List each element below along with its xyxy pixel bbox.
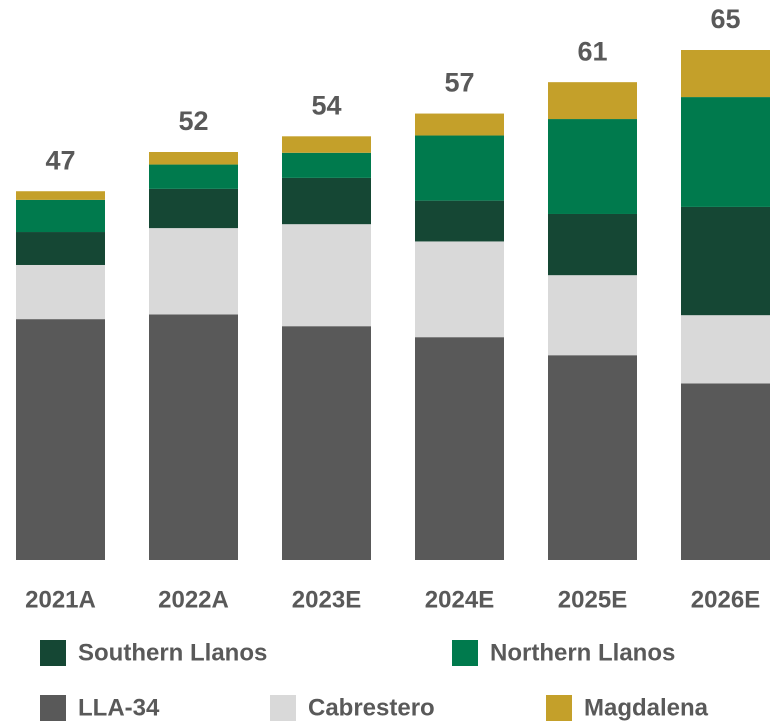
bar-segment <box>149 314 238 560</box>
x-tick-label: 2024E <box>425 586 494 613</box>
legend-label: Cabrestero <box>308 694 435 721</box>
legend-label: Southern Llanos <box>78 639 267 666</box>
total-label: 52 <box>178 106 208 136</box>
bar-segment <box>282 224 371 327</box>
bar-segment <box>282 177 371 225</box>
total-label: 65 <box>710 4 740 34</box>
bar-segment <box>415 337 504 560</box>
bar-segment <box>548 213 637 276</box>
bar-segment <box>16 319 105 560</box>
x-tick-label: 2022A <box>158 586 229 613</box>
bar-segment <box>16 191 105 200</box>
x-tick-label: 2026E <box>691 586 760 613</box>
bar-segment <box>548 119 637 214</box>
bar-segment <box>415 135 504 201</box>
bar-segment <box>149 188 238 229</box>
total-label: 61 <box>577 36 607 66</box>
total-label: 54 <box>311 90 341 120</box>
bar-segment <box>16 199 105 233</box>
bar-segment <box>548 275 637 356</box>
bar-segment <box>548 355 637 560</box>
legend-swatch <box>452 640 478 666</box>
bar-segment <box>282 326 371 560</box>
legend-swatch <box>270 695 296 721</box>
bar-segment <box>681 97 770 207</box>
x-tick-label: 2023E <box>292 586 361 613</box>
bar-segment <box>16 264 105 320</box>
bar-segment <box>16 232 105 265</box>
total-label: 47 <box>45 145 75 175</box>
legend-swatch <box>40 695 66 721</box>
x-tick-label: 2025E <box>558 586 627 613</box>
bar-segment <box>681 315 770 384</box>
bar-segment <box>415 241 504 338</box>
bar-segment <box>149 164 238 189</box>
bar-segment <box>149 228 238 315</box>
bar-segment <box>415 200 504 242</box>
bar-segment <box>282 152 371 178</box>
x-tick-label: 2021A <box>25 586 96 613</box>
bar-segment <box>681 50 770 98</box>
legend-swatch <box>546 695 572 721</box>
legend-swatch <box>40 640 66 666</box>
bar-segment <box>681 206 770 316</box>
legend-label: Magdalena <box>584 694 709 721</box>
bar-segment <box>282 136 371 153</box>
bar-segment <box>681 383 770 560</box>
bar-segment <box>149 152 238 165</box>
bar-segment <box>548 82 637 120</box>
bar-segment <box>415 113 504 136</box>
legend-label: Northern Llanos <box>490 639 675 666</box>
legend-label: LLA-34 <box>78 694 160 721</box>
total-label: 57 <box>444 68 474 98</box>
